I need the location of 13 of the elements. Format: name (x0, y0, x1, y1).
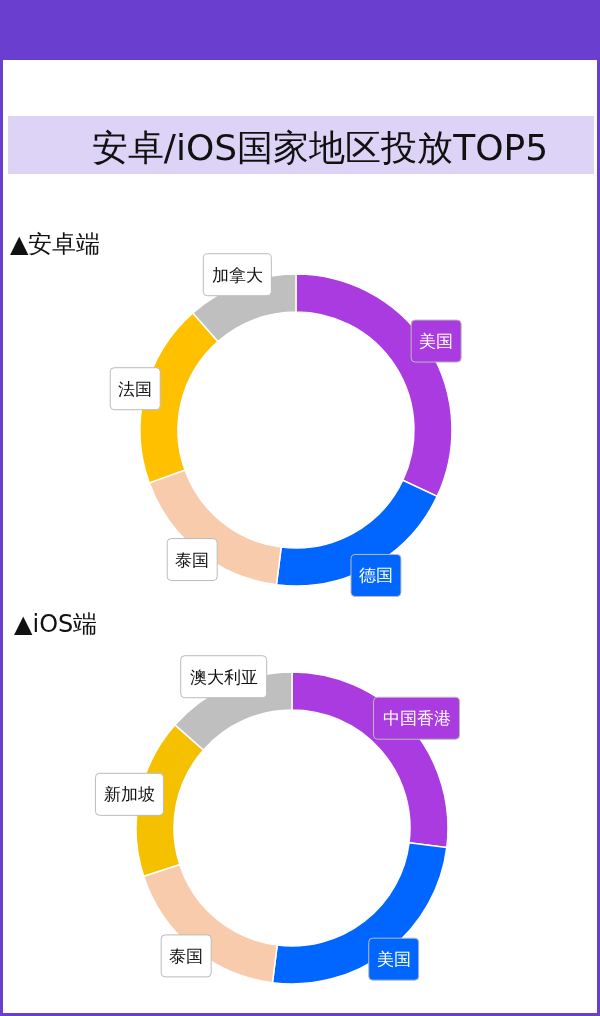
slice-label: 德国 (358, 565, 393, 586)
slice-label: 泰国 (169, 945, 204, 966)
slice-label: 美国 (419, 331, 454, 352)
slice-label: 加拿大 (211, 264, 263, 285)
slice-label: 泰国 (175, 549, 210, 570)
slice-label: 法国 (118, 378, 153, 399)
slice-label: 中国香港 (382, 708, 451, 729)
chart-title: ▲iOS端 (14, 610, 98, 638)
slice-label: 新加坡 (103, 784, 155, 805)
chart-subtitle: ▲安卓端 (10, 230, 101, 258)
chart-title: 安卓/iOS国家地区投放TOP5 (91, 127, 549, 168)
slice-label: 澳大利亚 (189, 666, 258, 687)
slice-label: 美国 (376, 949, 411, 970)
